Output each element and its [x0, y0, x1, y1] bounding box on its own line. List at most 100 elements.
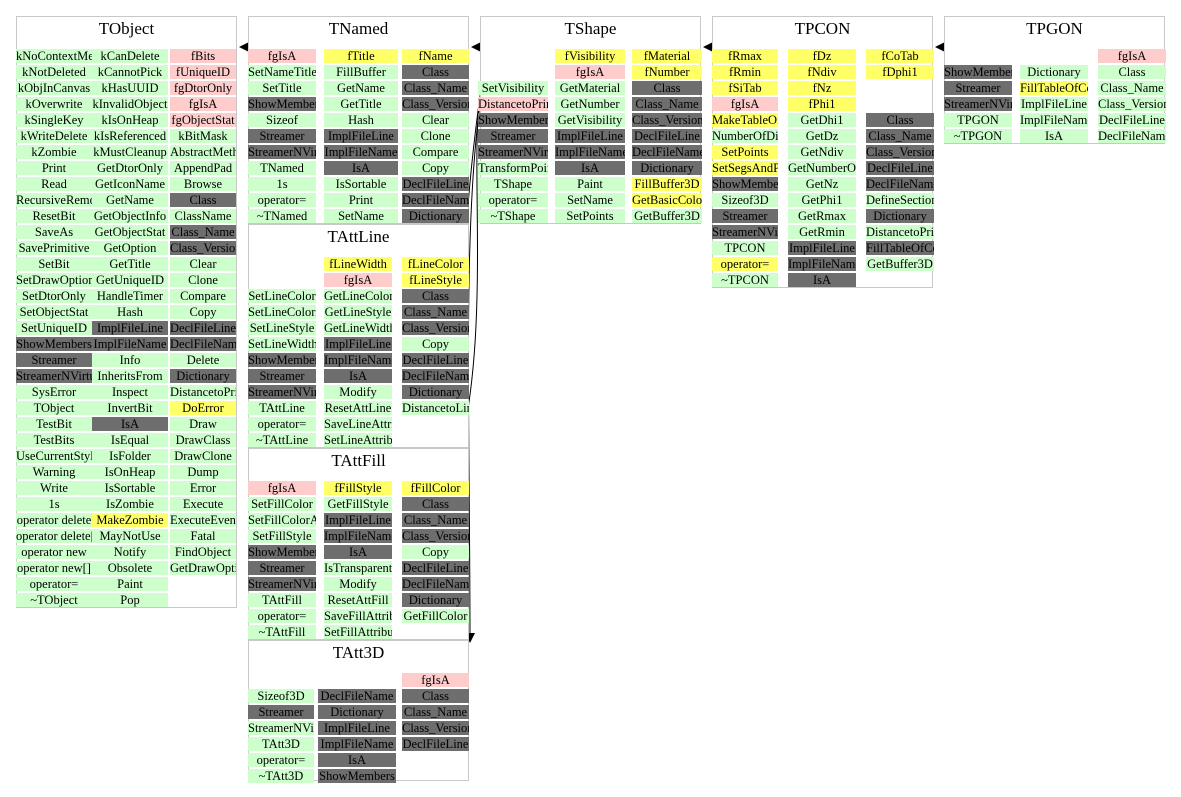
member-tatt3d[interactable]: Class_Name: [402, 705, 469, 719]
member-tobject[interactable]: kZombie: [16, 145, 92, 159]
member-tpcon[interactable]: fDphi1: [866, 65, 934, 79]
member-tnamed[interactable]: DeclFileLine: [402, 177, 469, 191]
member-tpcon[interactable]: operator=: [712, 257, 778, 271]
member-tshape[interactable]: Class_Version: [632, 113, 702, 127]
member-tpcon[interactable]: GetNumberOfDivisions: [788, 161, 856, 175]
member-tobject[interactable]: kBitMask: [170, 129, 236, 143]
member-tshape[interactable]: fMaterial: [632, 49, 702, 63]
member-tobject[interactable]: Info: [92, 353, 168, 367]
member-tobject[interactable]: AppendPad: [170, 161, 236, 175]
member-tpgon[interactable]: ShowMembers: [944, 65, 1012, 79]
member-tpgon[interactable]: fgIsA: [1098, 49, 1166, 63]
member-tpcon[interactable]: MakeTableOfCoSin: [712, 113, 778, 127]
member-tattline[interactable]: StreamerNVirtual: [248, 385, 316, 399]
member-tattline[interactable]: Modify: [324, 385, 392, 399]
member-tobject[interactable]: GetUniqueID: [92, 273, 168, 287]
member-tnamed[interactable]: 1s: [248, 177, 316, 191]
member-tpgon[interactable]: IsA: [1020, 129, 1088, 143]
member-tshape[interactable]: ~TShape: [478, 209, 548, 223]
member-tatt3d[interactable]: StreamerNVirtual: [248, 721, 314, 735]
member-tobject[interactable]: IsA: [92, 417, 168, 431]
member-tobject[interactable]: DoError: [170, 401, 236, 415]
member-tshape[interactable]: Class: [632, 81, 702, 95]
member-tpcon[interactable]: fPhi1: [788, 97, 856, 111]
member-tnamed[interactable]: fTitle: [324, 49, 398, 63]
member-tattfill[interactable]: SetFillColorAlpha: [248, 513, 316, 527]
member-tpgon[interactable]: ImplFileName: [1020, 113, 1088, 127]
member-tobject[interactable]: SetBit: [16, 257, 92, 271]
member-tpcon[interactable]: fDz: [788, 49, 856, 63]
member-tobject[interactable]: operator=: [16, 577, 92, 591]
member-tobject[interactable]: DistancetoPrimitive: [170, 385, 236, 399]
member-tattline[interactable]: Dictionary: [402, 385, 469, 399]
member-tobject[interactable]: SavePrimitive: [16, 241, 92, 255]
member-tattfill[interactable]: DeclFileName: [402, 577, 469, 591]
member-tnamed[interactable]: Hash: [324, 113, 398, 127]
member-tshape[interactable]: GetVisibility: [555, 113, 625, 127]
member-tobject[interactable]: Warning: [16, 465, 92, 479]
member-tnamed[interactable]: IsA: [324, 161, 398, 175]
member-tnamed[interactable]: FillBuffer: [324, 65, 398, 79]
member-tshape[interactable]: fgIsA: [555, 65, 625, 79]
member-tobject[interactable]: Fatal: [170, 529, 236, 543]
member-tshape[interactable]: TransformPoints: [478, 161, 548, 175]
member-tobject[interactable]: ImplFileLine: [92, 321, 168, 335]
member-tpcon[interactable]: GetDz: [788, 129, 856, 143]
member-tobject[interactable]: kSingleKey: [16, 113, 92, 127]
member-tattline[interactable]: fgIsA: [324, 273, 392, 287]
member-tobject[interactable]: Error: [170, 481, 236, 495]
member-tobject[interactable]: UseCurrentStyle: [16, 449, 92, 463]
member-tpcon[interactable]: fRmax: [712, 49, 778, 63]
member-tshape[interactable]: DistancetoPrimitive: [478, 97, 548, 111]
member-tpgon[interactable]: ImplFileLine: [1020, 97, 1088, 111]
member-tnamed[interactable]: operator=: [248, 193, 316, 207]
member-tshape[interactable]: fVisibility: [555, 49, 625, 63]
member-tobject[interactable]: SetObjectStat: [16, 305, 92, 319]
member-tpgon[interactable]: FillTableOfCoSin: [1020, 81, 1088, 95]
member-tobject[interactable]: IsEqual: [92, 433, 168, 447]
member-tobject[interactable]: kCanDelete: [92, 49, 168, 63]
member-tattfill[interactable]: DeclFileLine: [402, 561, 469, 575]
member-tobject[interactable]: kInvalidObject: [92, 97, 168, 111]
member-tnamed[interactable]: IsSortable: [324, 177, 398, 191]
member-tobject[interactable]: ~TObject: [16, 593, 92, 607]
member-tnamed[interactable]: Class_Name: [402, 81, 469, 95]
member-tpcon[interactable]: SetSegsAndPols: [712, 161, 778, 175]
member-tobject[interactable]: Print: [16, 161, 92, 175]
member-tnamed[interactable]: SetName: [324, 209, 398, 223]
member-tshape[interactable]: GetBasicColor: [632, 193, 702, 207]
member-tnamed[interactable]: ShowMembers: [248, 97, 316, 111]
member-tobject[interactable]: 1s: [16, 497, 92, 511]
member-tpgon[interactable]: Dictionary: [1020, 65, 1088, 79]
member-tobject[interactable]: ImplFileName: [92, 337, 168, 351]
member-tpcon[interactable]: StreamerNVirtual: [712, 225, 778, 239]
member-tnamed[interactable]: Streamer: [248, 129, 316, 143]
member-tattfill[interactable]: Class_Version: [402, 529, 469, 543]
member-tpgon[interactable]: DeclFileLine: [1098, 113, 1166, 127]
member-tobject[interactable]: IsFolder: [92, 449, 168, 463]
member-tpcon[interactable]: GetNdiv: [788, 145, 856, 159]
member-tattfill[interactable]: IsTransparent: [324, 561, 392, 575]
member-tshape[interactable]: DeclFileName: [632, 145, 702, 159]
member-tnamed[interactable]: Class: [402, 65, 469, 79]
member-tpcon[interactable]: GetDhi1: [788, 113, 856, 127]
member-tpcon[interactable]: Class_Name: [866, 129, 934, 143]
member-tobject[interactable]: Notify: [92, 545, 168, 559]
member-tattline[interactable]: GetLineWidth: [324, 321, 392, 335]
member-tattline[interactable]: fLineStyle: [402, 273, 469, 287]
member-tobject[interactable]: GetDtorOnly: [92, 161, 168, 175]
member-tobject[interactable]: DeclFileName: [170, 337, 236, 351]
member-tatt3d[interactable]: Class_Version: [402, 721, 469, 735]
member-tobject[interactable]: Compare: [170, 289, 236, 303]
member-tattline[interactable]: SetLineColorAlpha: [248, 305, 316, 319]
member-tobject[interactable]: Class_Name: [170, 225, 236, 239]
member-tnamed[interactable]: StreamerNVirtual: [248, 145, 316, 159]
member-tnamed[interactable]: ImplFileLine: [324, 129, 398, 143]
member-tobject[interactable]: DrawClass: [170, 433, 236, 447]
member-tattfill[interactable]: StreamerNVirtual: [248, 577, 316, 591]
member-tatt3d[interactable]: Dictionary: [318, 705, 396, 719]
member-tattline[interactable]: fLineColor: [402, 257, 469, 271]
member-tattfill[interactable]: SetFillAttributes: [324, 625, 392, 639]
member-tobject[interactable]: Dictionary: [170, 369, 236, 383]
member-tattline[interactable]: ImplFileLine: [324, 337, 392, 351]
